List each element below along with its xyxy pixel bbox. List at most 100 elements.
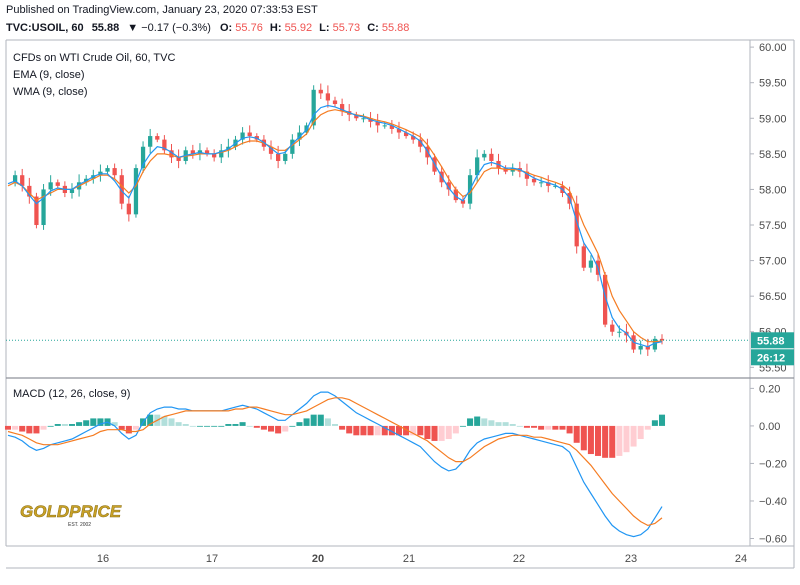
macd-hist-bar xyxy=(651,420,658,426)
macd-hist-bar xyxy=(559,425,566,430)
candle-body xyxy=(247,132,252,137)
time-tick-label: 20 xyxy=(312,553,324,565)
macd-hist-bar xyxy=(609,425,616,458)
price-tick-label: 58.50 xyxy=(759,149,787,161)
candle-body xyxy=(332,100,338,105)
macd-hist-bar xyxy=(403,425,410,436)
candle-body xyxy=(219,150,224,158)
candle-body xyxy=(212,153,217,158)
macd-hist-bar xyxy=(282,425,289,432)
candle-body xyxy=(318,89,323,94)
candle-body xyxy=(169,150,174,158)
macd-hist-bar xyxy=(303,418,310,426)
macd-hist-bar xyxy=(495,422,502,426)
macd-hist-bar xyxy=(182,424,189,426)
macd-hist-bar xyxy=(310,414,317,426)
macd-hist-bar xyxy=(388,425,395,436)
candle-body xyxy=(148,136,153,147)
candle-body xyxy=(396,128,402,133)
candle-body xyxy=(55,182,60,186)
macd-hist-bar xyxy=(467,418,474,426)
macd-hist-bar xyxy=(644,425,651,430)
macd-hist-bar xyxy=(531,425,538,428)
candle-body xyxy=(475,157,480,176)
candle-body xyxy=(311,89,316,126)
macd-tick-label: −0.20 xyxy=(759,458,787,470)
time-tick-label: 24 xyxy=(735,553,747,565)
candle-body xyxy=(41,189,46,226)
macd-hist-bar xyxy=(552,425,559,430)
price-tick-label: 58.00 xyxy=(759,184,787,196)
macd-hist-bar xyxy=(502,422,509,426)
macd-tick-label: 0.20 xyxy=(759,383,780,395)
macd-hist-bar xyxy=(573,425,580,443)
macd-line xyxy=(7,391,663,538)
candle-body xyxy=(659,338,665,341)
macd-hist-bar xyxy=(452,425,459,434)
candle-body xyxy=(240,132,245,140)
candle-body xyxy=(34,196,39,226)
price-tick-label: 60.00 xyxy=(759,42,787,54)
macd-hist-bar xyxy=(360,425,367,436)
goldprice-logo: GOLDPRICE EST. 2002 xyxy=(18,501,146,528)
close-label: C: xyxy=(367,22,379,34)
candle-body xyxy=(361,118,366,120)
macd-hist-bar xyxy=(395,425,402,436)
candle-body xyxy=(453,189,458,201)
macd-hist-bar xyxy=(630,425,637,447)
candle-body xyxy=(12,175,18,183)
macd-hist-bar xyxy=(196,425,203,427)
macd-hist-bar xyxy=(12,425,19,430)
macd-hist-bar xyxy=(623,425,630,453)
macd-hist-bar xyxy=(211,425,218,427)
macd-hist-bar xyxy=(175,422,182,426)
macd-hist-bar xyxy=(90,418,97,426)
candle-body xyxy=(418,139,423,147)
macd-hist-bar xyxy=(516,425,523,427)
macd-hist-bar xyxy=(459,425,466,427)
candle-body xyxy=(20,175,25,186)
candle-body xyxy=(140,146,146,169)
macd-hist-bar xyxy=(47,425,54,427)
candle-body xyxy=(482,153,487,158)
last-price-tag-value: 55.88 xyxy=(757,335,785,347)
price-tick-label: 59.00 xyxy=(759,113,787,125)
legend-ema: EMA (9, close) xyxy=(13,69,85,81)
open-value: 55.76 xyxy=(235,22,263,34)
price-tick-label: 59.50 xyxy=(759,78,787,90)
time-tick-label: 21 xyxy=(403,553,415,565)
published-line: Published on TradingView.com, January 23… xyxy=(6,4,318,16)
candle-body xyxy=(389,125,395,129)
macd-hist-bar xyxy=(658,414,666,426)
time-tick-label: 17 xyxy=(206,553,218,565)
macd-hist-bar xyxy=(637,425,644,440)
candle-body xyxy=(588,260,594,268)
macd-hist-bar xyxy=(346,425,353,434)
macd-hist-bar xyxy=(602,425,609,458)
last-price: 55.88 xyxy=(92,22,120,34)
candle-body xyxy=(268,146,274,154)
candle-body xyxy=(546,182,551,186)
macd-hist-bar xyxy=(595,425,602,456)
candle-body xyxy=(105,168,110,172)
macd-hist-bar xyxy=(97,418,104,426)
symbol-line: TVC:USOIL, 60 55.88 ▼ −0.17 (−0.3%) O: 5… xyxy=(6,22,409,34)
macd-hist-bar xyxy=(367,425,374,436)
candle-body xyxy=(69,189,75,193)
macd-hist-bar xyxy=(374,425,381,436)
macd-hist-bar xyxy=(289,425,296,427)
candle-body xyxy=(574,203,579,247)
macd-hist-bar xyxy=(132,425,139,430)
last-price-tag-bg xyxy=(751,332,794,349)
macd-hist-bar xyxy=(445,425,452,440)
macd-hist-bar xyxy=(111,422,118,426)
logo-text: GOLDPRICE xyxy=(20,502,122,521)
macd-hist-bar xyxy=(4,425,12,430)
time-tick-label: 16 xyxy=(97,553,109,565)
candle-body xyxy=(602,274,608,325)
macd-hist-bar xyxy=(68,424,75,426)
candle-body xyxy=(652,338,658,350)
high-label: H: xyxy=(270,22,282,34)
logo-subtext: EST. 2002 xyxy=(68,522,91,528)
